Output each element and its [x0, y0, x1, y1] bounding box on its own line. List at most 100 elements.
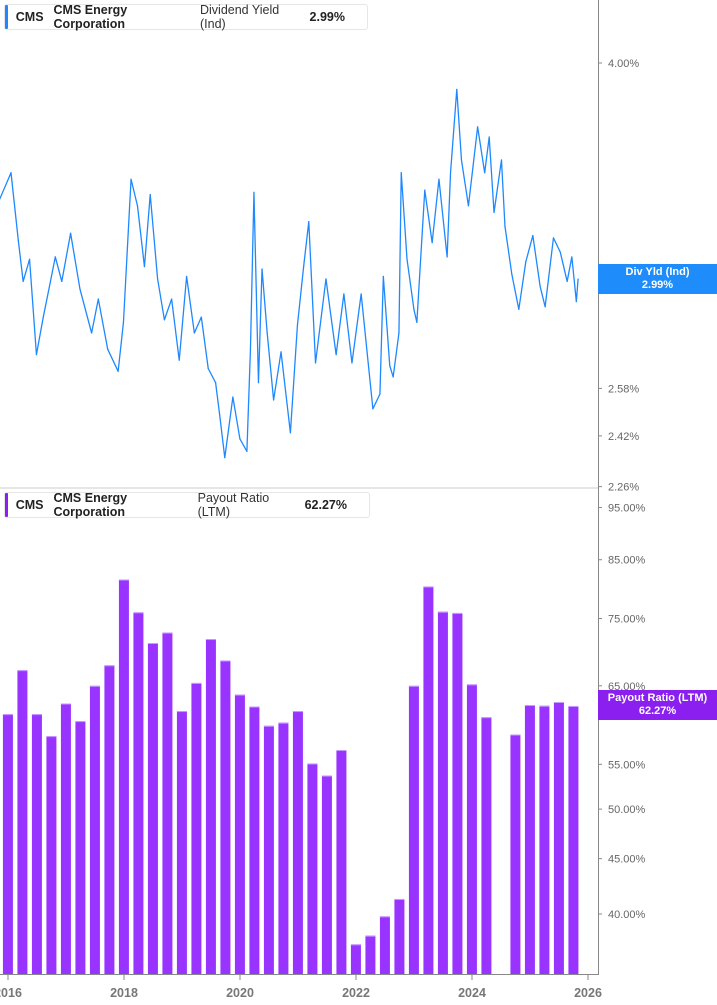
yield-point — [438, 178, 440, 180]
yield-point — [156, 278, 159, 280]
payout-bar — [133, 612, 144, 974]
payout-bar — [234, 694, 245, 974]
yield-point — [200, 316, 202, 318]
payout-bar — [568, 705, 579, 974]
yield-point — [219, 414, 221, 416]
yield-point — [107, 348, 109, 350]
payout-bar — [17, 670, 28, 974]
yield-point — [446, 256, 448, 258]
y-tick-label: 2.42% — [608, 431, 639, 443]
yield-point — [90, 332, 93, 334]
y-tick-label: 85.00% — [608, 555, 646, 567]
payout-bar — [46, 736, 57, 974]
yield-point — [335, 354, 337, 356]
yield-point — [122, 321, 125, 323]
yield-point — [232, 396, 234, 398]
yield-point — [559, 251, 561, 253]
yield-point — [214, 382, 217, 384]
yield-point — [143, 266, 146, 268]
y-tick-label: 50.00% — [608, 804, 646, 816]
yield-point — [416, 321, 418, 323]
series-color-swatch — [5, 493, 8, 517]
yield-point — [193, 332, 195, 334]
yield-point — [97, 298, 99, 300]
x-tick-label: 2018 — [110, 986, 138, 1000]
payout-bar — [220, 660, 231, 974]
legend-metric: Dividend Yield (Ind) — [200, 3, 280, 31]
yield-point — [185, 275, 188, 278]
yield-point — [69, 232, 72, 234]
yield-point — [35, 354, 38, 356]
yield-point — [467, 205, 470, 207]
yield-point — [477, 126, 479, 128]
yield-point — [575, 301, 577, 303]
yield-point — [431, 242, 433, 244]
legend-metric: Payout Ratio (LTM) — [197, 491, 270, 519]
payout-bar — [466, 684, 477, 974]
yield-point — [398, 332, 400, 334]
y-tick-label: 95.00% — [608, 502, 646, 514]
yield-point — [372, 408, 374, 410]
yield-point — [22, 280, 24, 283]
yield-point — [117, 370, 119, 372]
payout-bar — [75, 721, 86, 974]
yield-point — [343, 293, 345, 295]
payout-bar — [118, 579, 129, 974]
yield-point — [42, 316, 44, 318]
yield-point — [207, 367, 209, 370]
yield-point — [456, 88, 458, 91]
yield-point — [406, 258, 408, 260]
payout-bar — [147, 642, 158, 974]
payout-bar — [104, 665, 115, 974]
y-tick-label: 55.00% — [608, 759, 646, 771]
yield-point — [171, 298, 173, 300]
payout-bar — [539, 705, 550, 974]
yield-point — [289, 432, 291, 434]
yield-point — [257, 382, 260, 384]
payout-bar — [249, 706, 260, 974]
yield-point — [493, 211, 495, 214]
yield-point — [571, 256, 573, 258]
legend-value: 2.99% — [309, 10, 345, 24]
payout-bar — [423, 586, 434, 974]
current-value-tag-yield: Div Yld (Ind) 2.99% — [598, 264, 717, 294]
top-legend: CMS CMS Energy Corporation Dividend Yiel… — [4, 3, 368, 31]
yield-point — [400, 172, 402, 174]
payout-bar — [89, 685, 100, 974]
legend-ticker: CMS — [15, 10, 44, 24]
tag-value: 2.99% — [641, 279, 674, 291]
yield-point — [449, 172, 452, 174]
yield-point — [525, 261, 527, 263]
tag-label: Payout Ratio (LTM) — [607, 692, 708, 704]
payout-bar — [31, 714, 42, 974]
yield-point — [261, 268, 263, 270]
yield-point — [239, 438, 241, 440]
legend-value: 62.27% — [304, 498, 347, 512]
y-tick-label: 65.00% — [608, 681, 646, 693]
y-tick-label: 2.58% — [608, 383, 639, 395]
payout-bar — [452, 612, 463, 974]
y-tick-label: 4.00% — [608, 58, 639, 70]
payout-bar — [60, 703, 71, 974]
yield-point — [17, 239, 19, 241]
payout-bar — [162, 632, 173, 974]
payout-bar — [437, 611, 448, 974]
yield-point — [303, 266, 305, 268]
payout-bar — [176, 711, 187, 974]
payout-bar — [321, 775, 332, 974]
yield-point — [389, 365, 391, 367]
yield-point — [28, 258, 31, 260]
yield-point — [296, 324, 299, 326]
yield-point — [308, 221, 310, 223]
yield-point — [351, 362, 353, 364]
yield-point — [54, 256, 56, 258]
tag-label: Div Yld (Ind) — [625, 266, 690, 278]
payout-bar — [510, 734, 521, 974]
yield-point — [424, 189, 426, 191]
payout-bar — [2, 714, 13, 974]
yield-point — [379, 393, 381, 395]
yield-point — [272, 399, 275, 401]
yield-point — [266, 332, 268, 334]
yield-point — [136, 205, 139, 207]
legend-company: CMS Energy Corporation — [53, 491, 128, 519]
